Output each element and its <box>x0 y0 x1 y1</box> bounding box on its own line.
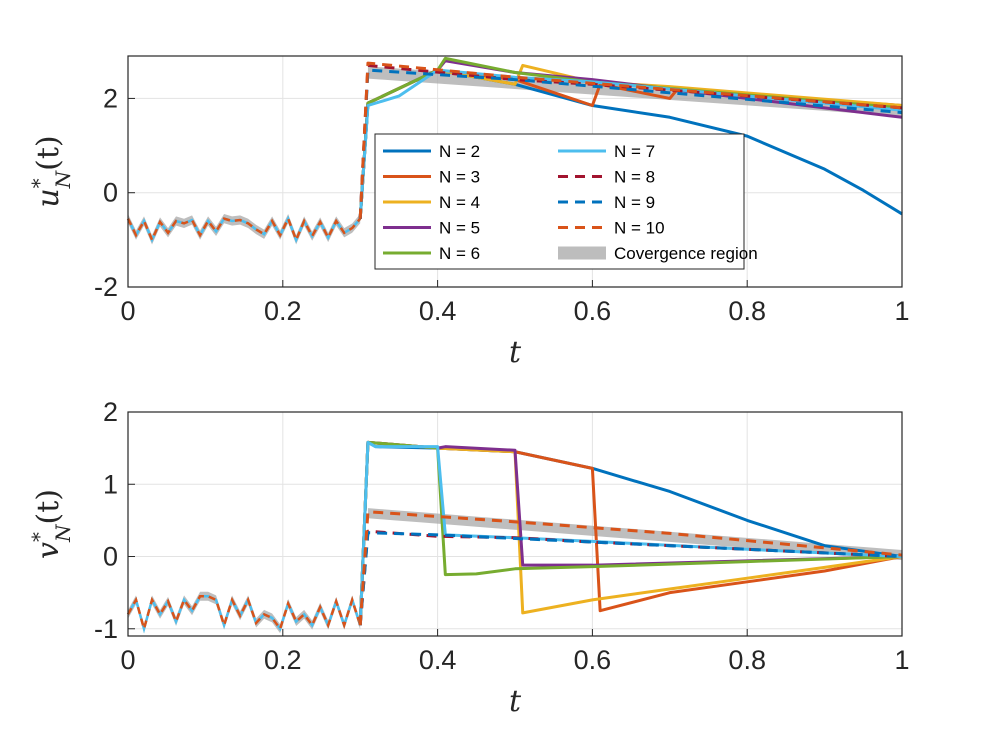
bottom-ytick-label-2: 1 <box>103 469 118 499</box>
legend: N = 2 N = 3 N = 4 N = 5 N = 6 N = 7 N = 8 N = 9… <box>374 133 758 270</box>
top-ytick-label-2: 2 <box>103 83 118 113</box>
legend-label-5: N = 7 <box>614 142 655 161</box>
bottom-ytick-label-1: 0 <box>103 542 118 572</box>
bottom-ylabel-sub: N <box>51 523 75 543</box>
top-xtick-label-5: 1 <box>894 296 909 326</box>
legend-label-6: N = 8 <box>614 168 655 187</box>
top-ylabel-sub: N <box>51 169 75 189</box>
top-xlabel: t <box>509 335 522 370</box>
top-xtick-label-0: 0 <box>120 296 135 326</box>
legend-label-9: Covergence region <box>614 244 758 263</box>
bottom-xtick-label-5: 1 <box>894 645 909 675</box>
legend-label-3: N = 5 <box>439 219 480 238</box>
legend-label-1: N = 3 <box>439 168 480 187</box>
top-xtick-label-3: 0.6 <box>574 296 612 326</box>
bottom-xtick-label-1: 0.2 <box>264 645 302 675</box>
bottom-ylabel-arg: (t) <box>31 489 66 524</box>
bottom-xtick-label-3: 0.6 <box>574 645 612 675</box>
top-ylabel: u*N(t) <box>27 135 75 207</box>
top-ylabel-arg: (t) <box>31 135 66 170</box>
bottom-ytick-label-3: 2 <box>103 397 118 427</box>
legend-label-0: N = 2 <box>439 142 480 161</box>
top-axes-frame <box>127 55 903 288</box>
bottom-noise-line-dashed <box>126 595 362 634</box>
bottom-axes-frame <box>127 411 903 637</box>
bottom-series-n6 <box>358 440 903 626</box>
legend-label-8: N = 10 <box>614 219 665 238</box>
bottom-xtick-label-2: 0.4 <box>419 645 457 675</box>
bottom-xtick-label-0: 0 <box>120 645 135 675</box>
top-xtick-label-4: 0.8 <box>728 296 766 326</box>
bottom-ylabel: v*N(t) <box>27 489 75 559</box>
bottom-xtick-label-4: 0.8 <box>728 645 766 675</box>
top-ylabel-sup: * <box>27 178 51 188</box>
top-xtick-label-1: 0.2 <box>264 296 302 326</box>
top-xtick-label-2: 0.4 <box>419 296 457 326</box>
top-ytick-label-1: 0 <box>103 178 118 208</box>
top-noise-line-dashed <box>126 215 362 244</box>
bottom-series-n10 <box>358 510 903 626</box>
bottom-ylabel-sup: * <box>27 532 51 542</box>
legend-label-2: N = 4 <box>439 193 480 212</box>
top-ytick-label-0: -2 <box>94 272 118 302</box>
bottom-ytick-label-0: -1 <box>94 614 118 644</box>
legend-label-7: N = 9 <box>614 193 655 212</box>
top-ylabel-base: u <box>31 188 66 207</box>
legend-label-4: N = 6 <box>439 244 480 263</box>
bottom-xlabel: t <box>509 684 522 719</box>
top-series-n10 <box>358 61 903 219</box>
bottom-ylabel-base: v <box>31 542 66 559</box>
bottom-series-n9 <box>358 531 903 626</box>
